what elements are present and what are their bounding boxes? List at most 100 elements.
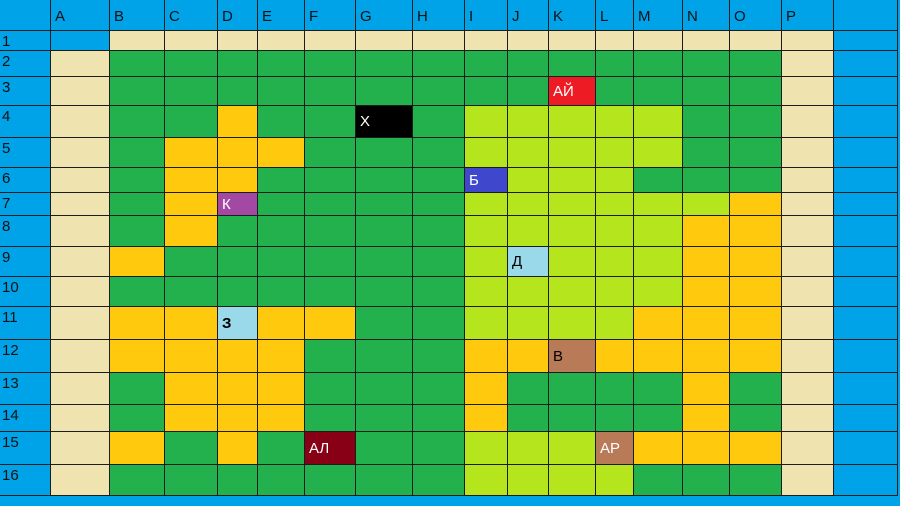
cell-d1[interactable] — [218, 31, 258, 51]
cell-g3[interactable] — [356, 77, 413, 106]
cell-f16[interactable] — [305, 465, 356, 496]
cell-d8[interactable] — [218, 216, 258, 247]
cell-l2[interactable] — [596, 51, 634, 77]
cell-o3[interactable] — [730, 77, 782, 106]
cell-p1[interactable] — [782, 31, 834, 51]
cell-n1[interactable] — [683, 31, 730, 51]
cell-d11[interactable]: З — [218, 307, 258, 340]
cell-d12[interactable] — [218, 340, 258, 373]
cell-a13[interactable] — [51, 373, 110, 405]
cell-k6[interactable] — [549, 168, 596, 193]
cell-c5[interactable] — [165, 138, 218, 168]
cell-k16[interactable] — [549, 465, 596, 496]
cell-l14[interactable] — [596, 405, 634, 432]
cell-o14[interactable] — [730, 405, 782, 432]
column-header-m[interactable]: M — [634, 0, 683, 31]
cell-c11[interactable] — [165, 307, 218, 340]
cell-n2[interactable] — [683, 51, 730, 77]
cell-k10[interactable] — [549, 277, 596, 307]
row-header-16[interactable]: 16 — [0, 465, 51, 496]
cell-a6[interactable] — [51, 168, 110, 193]
cell-m6[interactable] — [634, 168, 683, 193]
cell-l9[interactable] — [596, 247, 634, 277]
cell-g2[interactable] — [356, 51, 413, 77]
cell-i6[interactable]: Б — [465, 168, 508, 193]
cell-m10[interactable] — [634, 277, 683, 307]
cell-m7[interactable] — [634, 193, 683, 216]
cell-m4[interactable] — [634, 106, 683, 138]
cell-a2[interactable] — [51, 51, 110, 77]
cell-m1[interactable] — [634, 31, 683, 51]
cell-c16[interactable] — [165, 465, 218, 496]
cell-o15[interactable] — [730, 432, 782, 465]
cell-d2[interactable] — [218, 51, 258, 77]
cell-c3[interactable] — [165, 77, 218, 106]
cell-e6[interactable] — [258, 168, 305, 193]
cell-c14[interactable] — [165, 405, 218, 432]
cell-c7[interactable] — [165, 193, 218, 216]
cell-h1[interactable] — [413, 31, 465, 51]
cell-m3[interactable] — [634, 77, 683, 106]
cell-b15[interactable] — [110, 432, 165, 465]
cell-k3[interactable]: АЙ — [549, 77, 596, 106]
column-header-j[interactable]: J — [508, 0, 549, 31]
cell-b3[interactable] — [110, 77, 165, 106]
column-header-n[interactable]: N — [683, 0, 730, 31]
cell-m5[interactable] — [634, 138, 683, 168]
row-header-8[interactable]: 8 — [0, 216, 51, 247]
cell-c8[interactable] — [165, 216, 218, 247]
cell-k15[interactable] — [549, 432, 596, 465]
cell-i13[interactable] — [465, 373, 508, 405]
cell-a12[interactable] — [51, 340, 110, 373]
cell-k12[interactable]: В — [549, 340, 596, 373]
row-header-10[interactable]: 10 — [0, 277, 51, 307]
cell-k7[interactable] — [549, 193, 596, 216]
cell-b6[interactable] — [110, 168, 165, 193]
cell-i1[interactable] — [465, 31, 508, 51]
cell-g7[interactable] — [356, 193, 413, 216]
cell-c13[interactable] — [165, 373, 218, 405]
cell-i12[interactable] — [465, 340, 508, 373]
cell-g10[interactable] — [356, 277, 413, 307]
cell-j1[interactable] — [508, 31, 549, 51]
cell-g15[interactable] — [356, 432, 413, 465]
cell-o16[interactable] — [730, 465, 782, 496]
cell-d15[interactable] — [218, 432, 258, 465]
row-header-2[interactable]: 2 — [0, 51, 51, 77]
cell-l5[interactable] — [596, 138, 634, 168]
cell-e15[interactable] — [258, 432, 305, 465]
cell-h9[interactable] — [413, 247, 465, 277]
cell-j2[interactable] — [508, 51, 549, 77]
cell-n15[interactable] — [683, 432, 730, 465]
cell-n7[interactable] — [683, 193, 730, 216]
cell-n5[interactable] — [683, 138, 730, 168]
column-header-d[interactable]: D — [218, 0, 258, 31]
cell-i4[interactable] — [465, 106, 508, 138]
cell-a14[interactable] — [51, 405, 110, 432]
cell-e3[interactable] — [258, 77, 305, 106]
cell-g1[interactable] — [356, 31, 413, 51]
column-header-b[interactable]: B — [110, 0, 165, 31]
cell-h10[interactable] — [413, 277, 465, 307]
cell-c4[interactable] — [165, 106, 218, 138]
cell-g4[interactable]: Х — [356, 106, 413, 138]
cell-o4[interactable] — [730, 106, 782, 138]
cell-h3[interactable] — [413, 77, 465, 106]
row-header-7[interactable]: 7 — [0, 193, 51, 216]
cell-p10[interactable] — [782, 277, 834, 307]
cell-h12[interactable] — [413, 340, 465, 373]
column-header-e[interactable]: E — [258, 0, 305, 31]
cell-f13[interactable] — [305, 373, 356, 405]
cell-c6[interactable] — [165, 168, 218, 193]
cell-h13[interactable] — [413, 373, 465, 405]
column-header-h[interactable]: H — [413, 0, 465, 31]
cell-g6[interactable] — [356, 168, 413, 193]
cell-c10[interactable] — [165, 277, 218, 307]
cell-h15[interactable] — [413, 432, 465, 465]
cell-i16[interactable] — [465, 465, 508, 496]
cell-m11[interactable] — [634, 307, 683, 340]
cell-b2[interactable] — [110, 51, 165, 77]
cell-l6[interactable] — [596, 168, 634, 193]
cell-b11[interactable] — [110, 307, 165, 340]
cell-h14[interactable] — [413, 405, 465, 432]
